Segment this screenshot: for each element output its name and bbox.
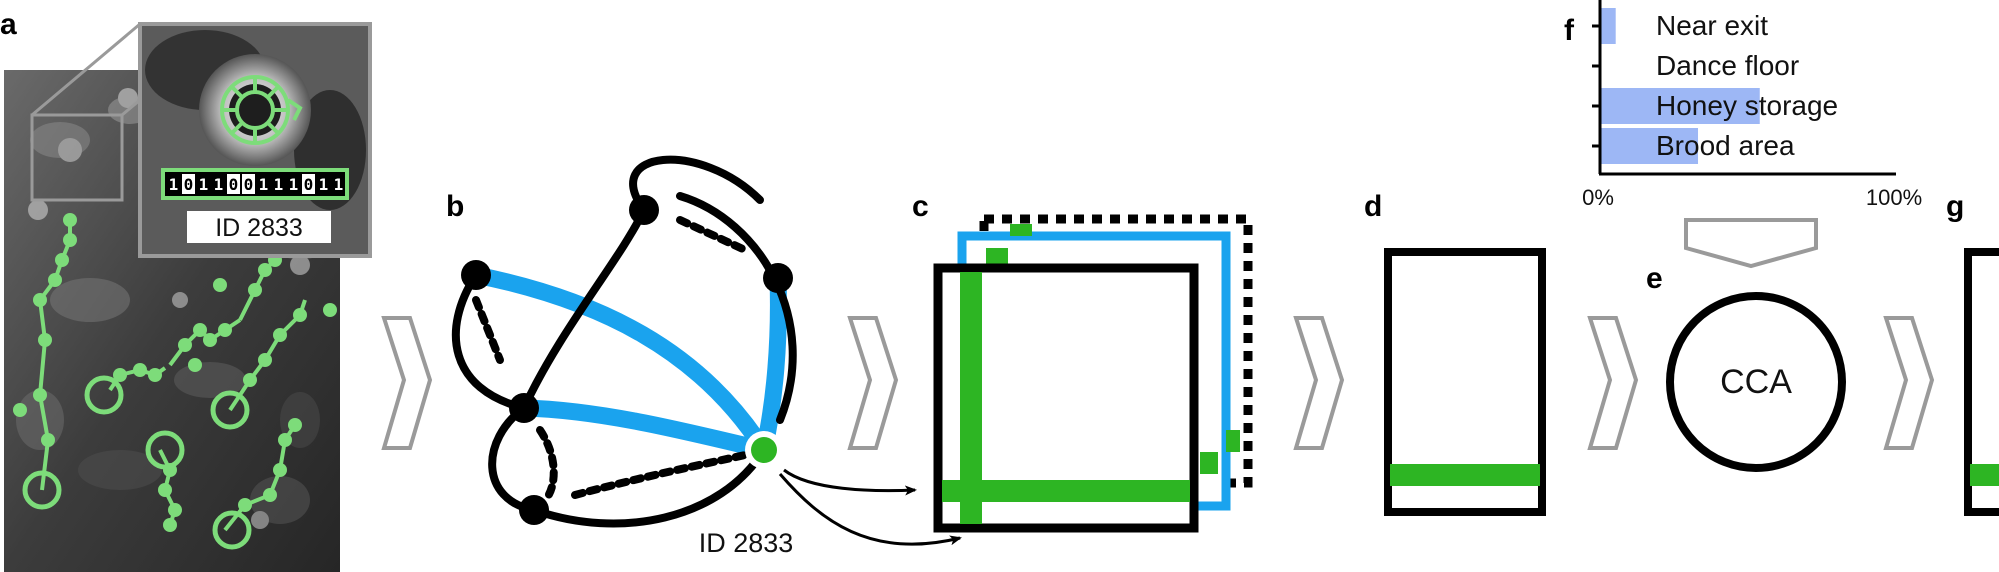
tag-segments: [220, 75, 303, 145]
panel-g: g: [1946, 190, 1999, 516]
network-node: [629, 195, 659, 225]
panel-f: f Near exit Dance floor Honey storage Brood…: [1564, 0, 1922, 210]
bar: [1601, 8, 1616, 44]
panel-label-e: e: [1646, 262, 1663, 295]
bit-digit: 1: [259, 175, 269, 194]
bit-digit: 1: [199, 175, 209, 194]
panel-label-g: g: [1946, 190, 1964, 223]
col-highlight: [1200, 452, 1218, 474]
chevron-arrow-icon: [1883, 316, 1935, 450]
cca-label: CCA: [1720, 363, 1792, 401]
bit-cell: [332, 174, 345, 194]
matrix-col-highlight: [942, 480, 1190, 502]
bit-cell: [302, 174, 315, 194]
bit-cell: [287, 174, 300, 194]
chevron-arrow-icon: [847, 316, 899, 450]
matrix-row-highlight: [960, 272, 982, 524]
panel-e: e CCA: [1646, 262, 1846, 472]
row-highlight: [986, 248, 1008, 266]
panel-c: c: [912, 190, 1253, 533]
bit-digit: 1: [214, 175, 224, 194]
bit-cell: [182, 174, 195, 194]
chevron-arrow-down-icon: [1684, 218, 1818, 269]
zoom-line: [121, 98, 141, 117]
embedding-row-highlight: [1390, 464, 1540, 486]
panel-label-a: a: [0, 8, 17, 41]
bit-digit: 0: [229, 175, 239, 194]
zoom-line: [31, 22, 141, 117]
bit-digit: 1: [274, 175, 284, 194]
network-node: [461, 260, 491, 290]
x-tick-label: 100%: [1866, 185, 1922, 210]
bar: [1601, 88, 1760, 124]
bit-cell: [212, 174, 225, 194]
bit-digit: 0: [304, 175, 314, 194]
bit-digit: 1: [319, 175, 329, 194]
network-node: [519, 495, 549, 525]
bar-category-label: Near exit: [1656, 10, 1768, 41]
tracked-bee-rings: [22, 375, 252, 550]
panel-d: d: [1364, 190, 1546, 516]
flow-arrows: [381, 218, 1935, 450]
bit-digit: 1: [334, 175, 344, 194]
bit-cell: [242, 174, 255, 194]
zoom-source-box: [30, 113, 124, 202]
bit-cell: [197, 174, 210, 194]
panel-label-c: c: [912, 190, 929, 223]
cca-circle: [1666, 292, 1846, 472]
output-row-highlight: [1970, 464, 1999, 486]
tag-id-box: [187, 211, 331, 243]
bit-cell: [167, 174, 180, 194]
row-highlight: [1010, 224, 1032, 236]
bit-cell: [317, 174, 330, 194]
bit-cell: [227, 174, 240, 194]
chevron-arrow-icon: [381, 316, 433, 450]
bar-category-label: Honey storage: [1656, 90, 1838, 121]
bit-digit: 1: [169, 175, 179, 194]
panel-label-d: d: [1364, 190, 1382, 223]
panel-label-b: b: [446, 190, 464, 223]
network-node: [763, 263, 793, 293]
mapping-arrow-icon: [778, 473, 962, 546]
bar-category-label: Brood area: [1656, 130, 1795, 161]
panel-a: a: [0, 8, 372, 572]
bit-digit: 0: [244, 175, 254, 194]
y-ticks: [1592, 24, 1600, 148]
focal-node: [751, 437, 777, 463]
bar-category-label: Dance floor: [1656, 50, 1799, 81]
bit-cell: [257, 174, 270, 194]
panel-b: b ID 2833: [446, 155, 962, 558]
chevron-arrow-icon: [1293, 316, 1345, 450]
bit-cell: [272, 174, 285, 194]
bar: [1601, 128, 1699, 164]
bee-texture: [16, 88, 328, 529]
col-highlight: [1226, 430, 1240, 452]
x-tick-label: 0%: [1582, 185, 1614, 210]
network-node: [509, 393, 539, 423]
bit-digit: 1: [289, 175, 299, 194]
network-nodes: [461, 195, 793, 525]
tag-id-label: ID 2833: [215, 214, 303, 242]
bit-digit: 0: [184, 175, 194, 194]
mapping-arrow-icon: [783, 468, 917, 496]
bar-chart: Near exit Dance floor Honey storage Brood a…: [1601, 8, 1838, 164]
network-edges: [452, 155, 797, 528]
panel-label-f: f: [1564, 14, 1575, 47]
chevron-arrow-icon: [1587, 316, 1639, 450]
focal-node-label: ID 2833: [699, 528, 794, 558]
